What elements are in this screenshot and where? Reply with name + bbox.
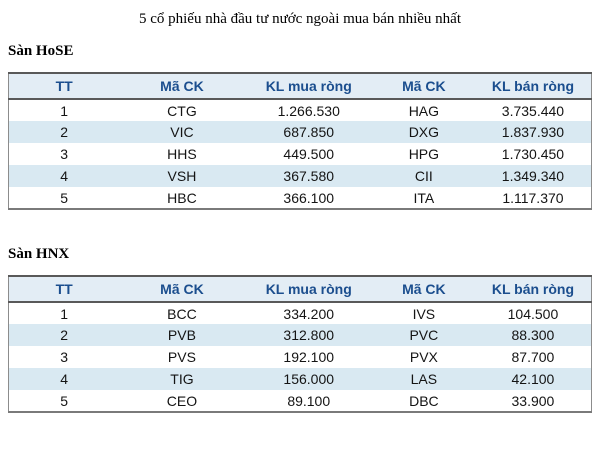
- cell-buy-volume: 1.266.530: [277, 102, 340, 119]
- cell-buy-ticker: TIG: [170, 371, 194, 387]
- cell-sell-volume: 1.117.370: [502, 189, 564, 206]
- section-heading-hnx: Sàn HNX: [8, 246, 70, 262]
- cell-sell-ticker: PVC: [409, 327, 439, 343]
- table-hose: TT Mã CK KL mua ròng Mã CK KL bán ròng 1…: [8, 72, 592, 210]
- cell-sell-ticker: CII: [414, 168, 433, 184]
- cell-buy-ticker: CEO: [166, 392, 198, 409]
- cell-buy-volume: 449.500: [283, 146, 335, 162]
- cell-rank: 3: [60, 349, 69, 365]
- table-row: 5 HBC 366.100 ITA 1.117.370: [8, 187, 592, 209]
- cell-buy-volume: 366.100: [283, 189, 335, 206]
- cell-sell-ticker: HAG: [408, 102, 440, 119]
- cell-sell-ticker: HPG: [408, 146, 440, 162]
- cell-buy-ticker: HBC: [167, 189, 197, 206]
- cell-sell-ticker: DXG: [408, 124, 440, 140]
- cell-buy-ticker: HHS: [167, 146, 197, 162]
- table-row: 1 BCC 334.200 IVS 104.500: [8, 302, 592, 324]
- column-header-tt: TT: [8, 73, 120, 100]
- cell-sell-volume: 104.500: [507, 305, 559, 322]
- cell-sell-volume: 88.300: [511, 327, 555, 343]
- table-header-row: TT Mã CK KL mua ròng Mã CK KL bán ròng: [8, 276, 592, 303]
- cell-buy-volume: 312.800: [283, 327, 335, 343]
- table-row: 4 VSH 367.580 CII 1.349.340: [8, 165, 592, 187]
- cell-rank: 5: [60, 189, 69, 206]
- cell-sell-ticker: IVS: [412, 305, 436, 322]
- cell-sell-volume: 42.100: [511, 371, 555, 387]
- table-row: 5 CEO 89.100 DBC 33.900: [8, 390, 592, 412]
- table-row: 3 PVS 192.100 PVX 87.700: [8, 346, 592, 368]
- table-row: 4 TIG 156.000 LAS 42.100: [8, 368, 592, 390]
- cell-buy-volume: 687.850: [283, 124, 335, 140]
- table-header-row: TT Mã CK KL mua ròng Mã CK KL bán ròng: [8, 73, 592, 100]
- cell-sell-ticker: PVX: [409, 349, 438, 365]
- cell-buy-ticker: CTG: [167, 102, 197, 119]
- table-row: 2 VIC 687.850 DXG 1.837.930: [8, 121, 592, 143]
- column-header-kl-ban-rong: KL bán ròng: [474, 73, 592, 100]
- cell-buy-volume: 367.580: [283, 168, 335, 184]
- table-row: 1 CTG 1.266.530 HAG 3.735.440: [8, 99, 592, 121]
- cell-buy-ticker: PVB: [167, 327, 196, 343]
- cell-sell-volume: 3.735.440: [501, 102, 565, 119]
- cell-sell-volume: 87.700: [511, 349, 555, 365]
- table-row: 3 HHS 449.500 HPG 1.730.450: [8, 143, 592, 165]
- cell-rank: 5: [60, 392, 69, 409]
- cell-rank: 3: [60, 146, 69, 162]
- cell-buy-ticker: VSH: [167, 168, 197, 184]
- cell-sell-ticker: ITA: [413, 189, 435, 206]
- column-header-ma-ck-sell: Mã CK: [372, 276, 475, 303]
- cell-rank: 2: [60, 124, 69, 140]
- cell-buy-volume: 192.100: [283, 349, 335, 365]
- cell-rank: 1: [60, 102, 69, 119]
- cell-buy-volume: 89.100: [287, 392, 331, 409]
- cell-rank: 4: [60, 168, 69, 184]
- cell-buy-volume: 156.000: [283, 371, 335, 387]
- cell-sell-ticker: LAS: [410, 371, 438, 387]
- table-hnx: TT Mã CK KL mua ròng Mã CK KL bán ròng 1…: [8, 275, 592, 413]
- column-header-ma-ck-buy: Mã CK: [119, 73, 245, 100]
- column-header-tt: TT: [8, 276, 120, 303]
- column-header-kl-mua-rong: KL mua ròng: [244, 73, 373, 100]
- cell-sell-volume: 33.900: [511, 392, 555, 409]
- table-row: 2 PVB 312.800 PVC 88.300: [8, 324, 592, 346]
- cell-buy-ticker: PVS: [167, 349, 196, 365]
- column-header-kl-mua-rong: KL mua ròng: [244, 276, 373, 303]
- cell-buy-ticker: BCC: [167, 305, 197, 322]
- cell-rank: 4: [60, 371, 69, 387]
- cell-sell-volume: 1.730.450: [501, 146, 565, 162]
- column-header-ma-ck-buy: Mã CK: [119, 276, 245, 303]
- section-heading-hose: Sàn HoSE: [8, 43, 74, 59]
- cell-buy-ticker: VIC: [170, 124, 194, 140]
- cell-sell-ticker: DBC: [409, 392, 439, 409]
- cell-sell-volume: 1.349.340: [501, 168, 565, 184]
- cell-buy-volume: 334.200: [283, 305, 335, 322]
- cell-rank: 1: [60, 305, 69, 322]
- page-title: 5 cổ phiếu nhà đầu tư nước ngoài mua bán…: [138, 11, 462, 27]
- column-header-ma-ck-sell: Mã CK: [372, 73, 475, 100]
- column-header-kl-ban-rong: KL bán ròng: [474, 276, 592, 303]
- cell-rank: 2: [60, 327, 69, 343]
- cell-sell-volume: 1.837.930: [501, 124, 565, 140]
